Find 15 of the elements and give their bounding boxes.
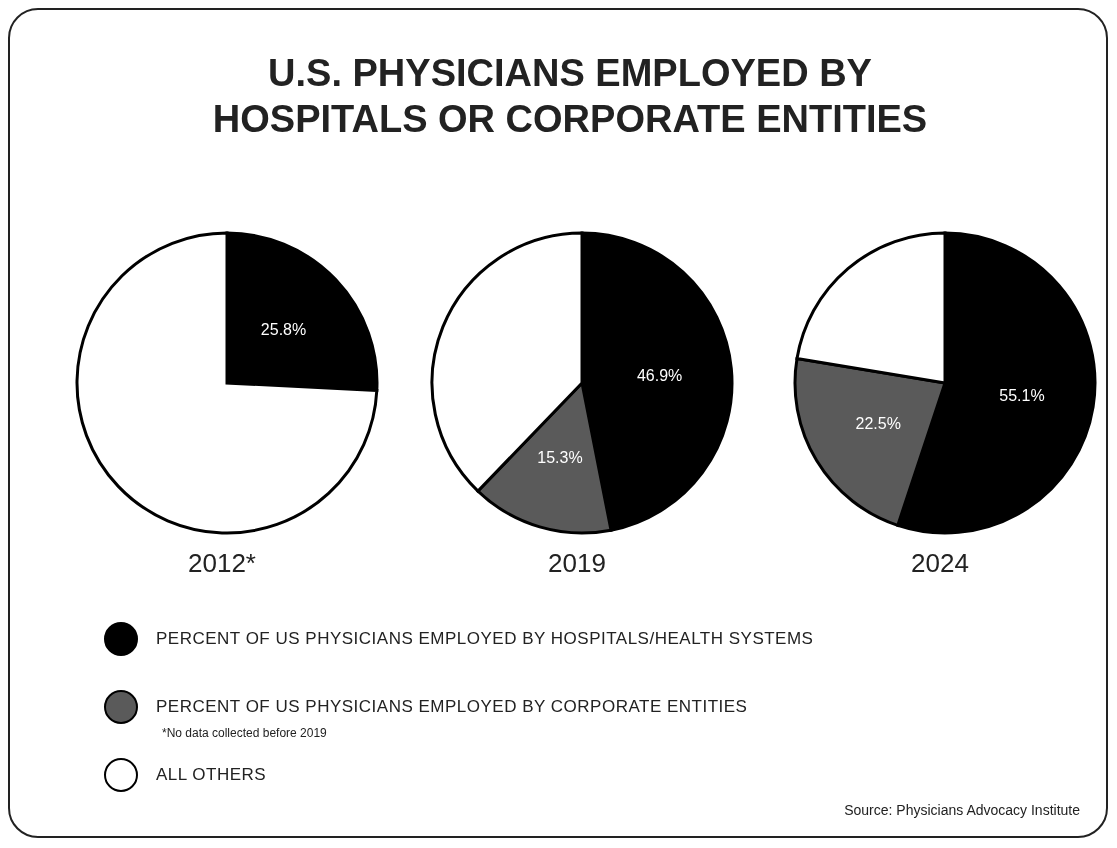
source-note: Source: Physicians Advocacy Institute [843,802,1080,818]
data-label: 25.8% [260,320,307,338]
pie-slice [75,231,379,535]
legend-label: PERCENT OF US PHYSICIANS EMPLOYED BY CORPORATE ENTITIES [156,697,748,717]
text: 2012* [187,548,257,579]
text: 2024 [910,548,970,579]
data-label: 46.9% [636,366,683,384]
data-label: 15.3% [537,449,583,467]
text: U.S. PHYSICIANS EMPLOYED BY HOSPITALS OR CORPORATE ENTITIES [211,51,929,142]
legend-label: PERCENT OF US PHYSICIANS EMPLOYED BY HOSPITALS/HEALTH SYSTEMS [156,629,814,649]
text: *No data collected before 2019 [162,726,327,740]
text: 2019 [547,548,607,579]
data-label: 55.1% [999,386,1045,404]
legend-label: ALL OTHERS [156,765,267,785]
data-label: 22.5% [855,414,901,432]
